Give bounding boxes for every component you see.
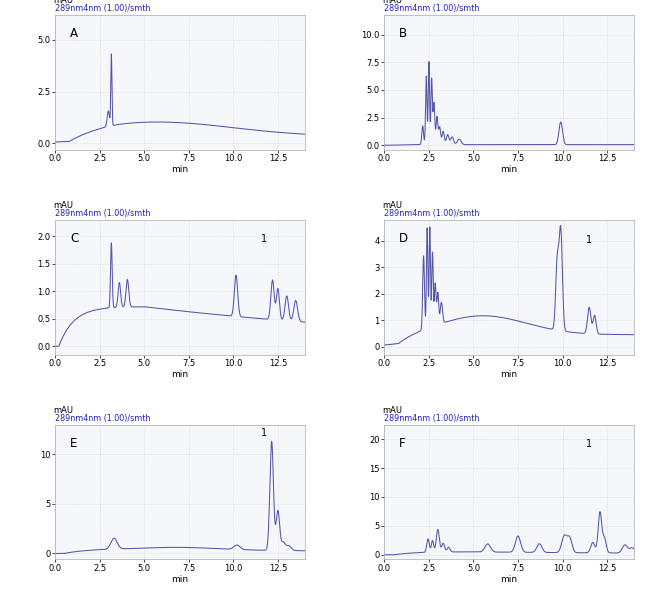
Text: mAU: mAU bbox=[382, 201, 402, 210]
Text: E: E bbox=[70, 437, 77, 450]
X-axis label: min: min bbox=[500, 370, 517, 379]
Text: 1: 1 bbox=[261, 234, 266, 244]
Text: 289nm4nm (1.00)/smth: 289nm4nm (1.00)/smth bbox=[384, 210, 480, 218]
Text: 289nm4nm (1.00)/smth: 289nm4nm (1.00)/smth bbox=[384, 5, 480, 14]
Text: 1: 1 bbox=[261, 428, 266, 438]
Text: 289nm4nm (1.00)/smth: 289nm4nm (1.00)/smth bbox=[55, 414, 151, 423]
X-axis label: min: min bbox=[172, 575, 188, 584]
Text: mAU: mAU bbox=[382, 406, 402, 415]
Text: 1: 1 bbox=[586, 236, 592, 245]
Text: 289nm4nm (1.00)/smth: 289nm4nm (1.00)/smth bbox=[55, 5, 151, 14]
Text: mAU: mAU bbox=[53, 406, 73, 415]
Text: 289nm4nm (1.00)/smth: 289nm4nm (1.00)/smth bbox=[384, 414, 480, 423]
Text: mAU: mAU bbox=[53, 201, 73, 210]
Text: B: B bbox=[399, 27, 408, 40]
Text: A: A bbox=[70, 27, 78, 40]
X-axis label: min: min bbox=[172, 165, 188, 174]
Text: 289nm4nm (1.00)/smth: 289nm4nm (1.00)/smth bbox=[55, 210, 151, 218]
Text: F: F bbox=[399, 437, 406, 450]
Text: mAU: mAU bbox=[53, 0, 73, 5]
Text: D: D bbox=[399, 232, 408, 245]
X-axis label: min: min bbox=[500, 165, 517, 174]
X-axis label: min: min bbox=[172, 370, 188, 379]
Text: mAU: mAU bbox=[382, 0, 402, 5]
X-axis label: min: min bbox=[500, 575, 517, 584]
Text: C: C bbox=[70, 232, 79, 245]
Text: 1: 1 bbox=[586, 439, 592, 449]
